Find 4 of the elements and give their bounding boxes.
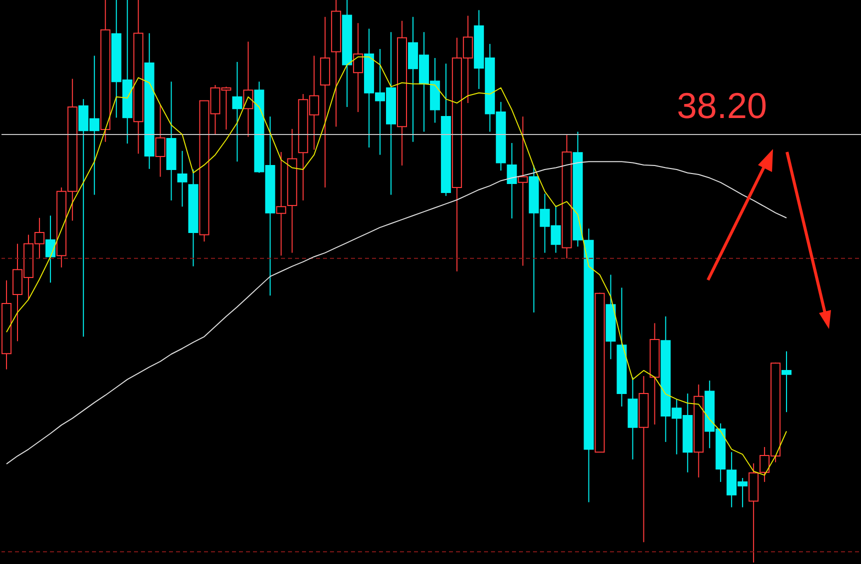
annotation: 38.20: [676, 85, 767, 126]
candlestick: [518, 116, 528, 266]
candlestick: [782, 351, 792, 412]
candlestick: [276, 152, 286, 256]
